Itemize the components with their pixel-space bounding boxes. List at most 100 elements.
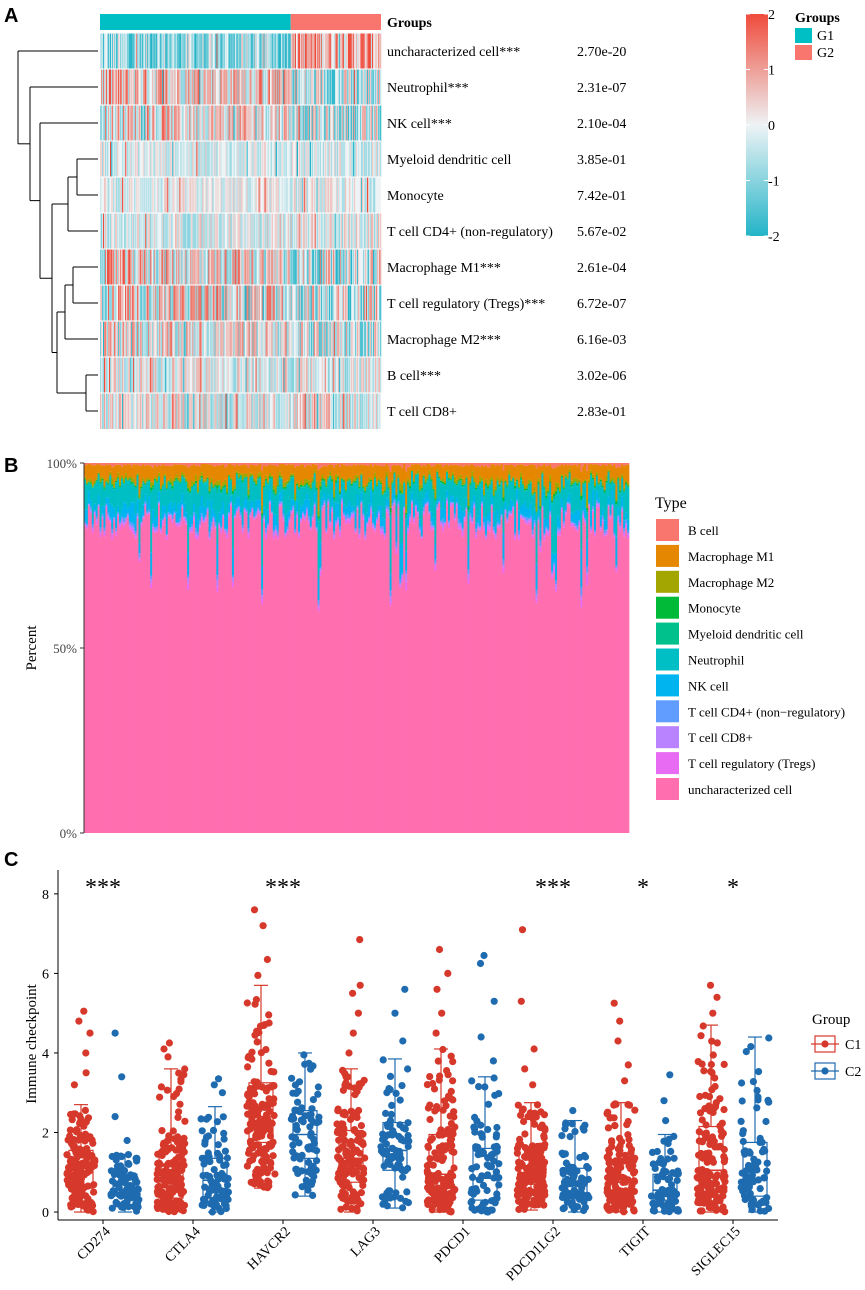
- stacked-segment: [414, 498, 418, 505]
- stacked-bar: [338, 463, 342, 833]
- stacked-segment: [298, 535, 301, 538]
- significance-label: *: [637, 875, 649, 901]
- boxplot-point: [381, 1133, 389, 1141]
- stacked-bar: [344, 463, 348, 833]
- stacked-segment: [144, 483, 147, 485]
- stacked-segment: [405, 512, 408, 515]
- boxplot-box: [153, 1039, 189, 1216]
- stacked-segment: [593, 481, 597, 487]
- stacked-segment: [352, 514, 355, 517]
- stacked-segment: [383, 490, 387, 493]
- stacked-segment: [111, 484, 114, 486]
- stacked-segment: [233, 516, 237, 519]
- stacked-segment: [520, 472, 523, 478]
- stacked-segment: [580, 492, 583, 496]
- stacked-segment: [568, 493, 571, 503]
- stacked-segment: [368, 463, 371, 466]
- stacked-segment: [599, 482, 603, 516]
- stacked-segment: [120, 463, 124, 467]
- stacked-segment: [428, 470, 431, 475]
- stacked-segment: [344, 492, 348, 508]
- stacked-bar: [531, 463, 534, 833]
- stacked-segment: [547, 491, 550, 493]
- boxplot-point: [447, 1052, 455, 1060]
- boxplot-box: [107, 1029, 143, 1215]
- boxplot-point: [73, 1126, 81, 1134]
- stacked-segment: [595, 491, 599, 501]
- stacked-segment: [134, 534, 137, 537]
- stacked-segment: [173, 514, 176, 833]
- stacked-segment: [126, 463, 130, 465]
- stacked-segment: [560, 507, 564, 510]
- stacked-segment: [229, 480, 233, 482]
- stacked-segment: [253, 465, 256, 479]
- stacked-segment: [181, 507, 184, 509]
- stacked-segment: [257, 513, 260, 833]
- boxplot-point: [611, 1122, 619, 1130]
- boxplot-point: [428, 1196, 437, 1204]
- stacked-segment: [95, 480, 98, 482]
- stacked-segment: [157, 476, 161, 478]
- stacked-segment: [510, 464, 513, 480]
- stacked-bar: [208, 463, 211, 833]
- stacked-segment: [294, 493, 297, 500]
- stacked-segment: [91, 484, 95, 487]
- stacked-segment: [481, 503, 484, 505]
- stacked-segment: [473, 506, 476, 508]
- stacked-segment: [599, 515, 603, 527]
- stacked-segment: [150, 492, 153, 553]
- stacked-bar: [360, 463, 363, 833]
- stacked-segment: [592, 506, 595, 510]
- stacked-segment: [204, 482, 207, 508]
- boxplot-outlier: [435, 945, 444, 954]
- stacked-segment: [467, 466, 470, 499]
- stacked-segment: [405, 514, 408, 519]
- stacked-segment: [426, 501, 429, 503]
- stacked-segment: [523, 490, 527, 492]
- stacked-segment: [101, 517, 104, 520]
- stacked-segment: [237, 477, 241, 479]
- stacked-segment: [467, 512, 470, 545]
- boxplot-point: [382, 1140, 390, 1148]
- boxplot-point: [347, 1140, 355, 1148]
- boxplot-point: [386, 1160, 394, 1169]
- stacked-segment: [212, 516, 215, 519]
- stacked-segment: [113, 489, 116, 509]
- stacked-segment: [471, 520, 474, 523]
- stacked-segment: [124, 518, 128, 522]
- stacked-segment: [294, 463, 297, 468]
- boxplot-point: [220, 1161, 228, 1169]
- stacked-bar: [270, 463, 274, 833]
- stacked-segment: [237, 472, 241, 478]
- stacked-segment: [599, 465, 603, 479]
- stacked-segment: [204, 463, 207, 465]
- stacked-segment: [539, 529, 542, 541]
- stacked-bar: [89, 463, 93, 833]
- stacked-segment: [294, 516, 297, 530]
- stacked-segment: [484, 534, 488, 537]
- stacked-segment: [93, 503, 97, 511]
- stacked-segment: [578, 521, 581, 524]
- stacked-segment: [527, 508, 531, 519]
- stacked-segment: [623, 491, 626, 521]
- boxplot-outlier: [476, 959, 485, 968]
- stacked-segment: [229, 504, 233, 507]
- stacked-segment: [545, 518, 548, 527]
- stacked-segment: [325, 486, 328, 488]
- stacked-segment: [263, 481, 266, 486]
- stacked-segment: [593, 486, 597, 489]
- stacked-segment: [584, 479, 587, 482]
- boxplot-point: [430, 1085, 439, 1093]
- stacked-segment: [251, 463, 254, 466]
- stacked-segment: [599, 527, 603, 529]
- stacked-segment: [553, 494, 556, 497]
- stacked-segment: [156, 482, 159, 484]
- stacked-segment: [411, 502, 414, 504]
- stacked-bar: [574, 463, 577, 833]
- stacked-segment: [218, 512, 221, 523]
- stacked-segment: [488, 484, 492, 485]
- boxplot-point: [521, 1130, 529, 1138]
- boxplot-point: [385, 1187, 393, 1195]
- stacked-segment: [241, 474, 244, 481]
- stacked-segment: [564, 505, 568, 511]
